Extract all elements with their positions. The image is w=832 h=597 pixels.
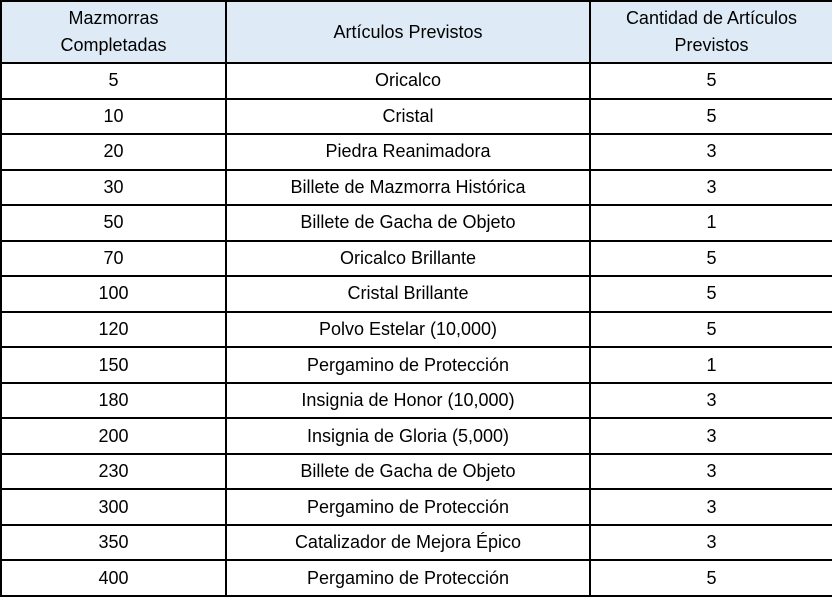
dungeons-completed-cell: 230: [0, 452, 227, 491]
dungeons-completed-cell: 50: [0, 204, 227, 242]
expected-quantity-cell: 5: [589, 62, 832, 100]
dungeons-completed-cell: 30: [0, 168, 227, 207]
column-header-dungeons-completed-label: Mazmorras Completadas: [60, 8, 167, 55]
expected-quantity-cell: 3: [589, 523, 832, 562]
column-header-dungeons-completed: Mazmorras Completadas: [0, 0, 227, 64]
expected-quantity-cell: 3: [589, 133, 832, 171]
dungeons-completed-cell: 70: [0, 239, 227, 278]
dungeons-completed-cell: 150: [0, 346, 227, 384]
expected-item-cell: Polvo Estelar (10,000): [225, 310, 591, 349]
expected-item-cell: Insignia de Honor (10,000): [225, 381, 591, 420]
dungeons-completed-cell: 100: [0, 275, 227, 313]
table-row: 100 Cristal Brillante 5: [0, 275, 832, 313]
expected-quantity-cell: 3: [589, 168, 832, 207]
expected-quantity-cell: 3: [589, 417, 832, 455]
dungeons-completed-cell: 300: [0, 488, 227, 526]
expected-item-cell: Oricalco Brillante: [225, 239, 591, 278]
table-row: 5 Oricalco 5: [0, 62, 832, 100]
expected-item-cell: Catalizador de Mejora Épico: [225, 523, 591, 562]
expected-item-cell: Billete de Gacha de Objeto: [225, 204, 591, 242]
expected-item-cell: Insignia de Gloria (5,000): [225, 417, 591, 455]
column-header-expected-quantity-label: Cantidad de Artículos Previstos: [625, 8, 798, 55]
expected-item-cell: Piedra Reanimadora: [225, 133, 591, 171]
column-header-expected-items: Artículos Previstos: [225, 0, 591, 64]
expected-quantity-cell: 1: [589, 204, 832, 242]
table-row: 70 Oricalco Brillante 5: [0, 239, 832, 278]
table-row: 300 Pergamino de Protección 3: [0, 488, 832, 526]
header-row: Mazmorras Completadas Artículos Previsto…: [0, 0, 832, 64]
expected-item-cell: Pergamino de Protección: [225, 559, 591, 597]
expected-quantity-cell: 5: [589, 310, 832, 349]
expected-quantity-cell: 5: [589, 559, 832, 597]
dungeons-completed-cell: 200: [0, 417, 227, 455]
expected-item-cell: Cristal Brillante: [225, 275, 591, 313]
dungeons-completed-cell: 400: [0, 559, 227, 597]
expected-quantity-cell: 5: [589, 97, 832, 136]
table-row: 150 Pergamino de Protección 1: [0, 346, 832, 384]
table-row: 230 Billete de Gacha de Objeto 3: [0, 452, 832, 491]
column-header-expected-quantity: Cantidad de Artículos Previstos: [589, 0, 832, 64]
table-row: 30 Billete de Mazmorra Histórica 3: [0, 168, 832, 207]
table-body: 5 Oricalco 5 10 Cristal 5 20 Piedra Reanimadora…: [0, 62, 832, 597]
expected-item-cell: Pergamino de Protección: [225, 346, 591, 384]
table-row: 180 Insignia de Honor (10,000) 3: [0, 381, 832, 420]
dungeons-completed-cell: 10: [0, 97, 227, 136]
expected-item-cell: Billete de Gacha de Objeto: [225, 452, 591, 491]
dungeons-completed-cell: 5: [0, 62, 227, 100]
expected-item-cell: Billete de Mazmorra Histórica: [225, 168, 591, 207]
expected-item-cell: Cristal: [225, 97, 591, 136]
table-row: 200 Insignia de Gloria (5,000) 3: [0, 417, 832, 455]
table-row: 400 Pergamino de Protección 5: [0, 559, 832, 597]
expected-quantity-cell: 5: [589, 275, 832, 313]
column-header-expected-items-label: Artículos Previstos: [333, 21, 483, 42]
expected-quantity-cell: 1: [589, 346, 832, 384]
expected-quantity-cell: 3: [589, 381, 832, 420]
dungeons-completed-cell: 180: [0, 381, 227, 420]
expected-quantity-cell: 5: [589, 239, 832, 278]
table-row: 50 Billete de Gacha de Objeto 1: [0, 204, 832, 242]
expected-item-cell: Oricalco: [225, 62, 591, 100]
dungeons-completed-cell: 350: [0, 523, 227, 562]
table-row: 120 Polvo Estelar (10,000) 5: [0, 310, 832, 349]
table-row: 10 Cristal 5: [0, 97, 832, 136]
dungeons-completed-cell: 120: [0, 310, 227, 349]
table-row: 20 Piedra Reanimadora 3: [0, 133, 832, 171]
expected-quantity-cell: 3: [589, 488, 832, 526]
table-row: 350 Catalizador de Mejora Épico 3: [0, 523, 832, 562]
expected-item-cell: Pergamino de Protección: [225, 488, 591, 526]
expected-quantity-cell: 3: [589, 452, 832, 491]
dungeons-completed-cell: 20: [0, 133, 227, 171]
table-header: Mazmorras Completadas Artículos Previsto…: [0, 0, 832, 64]
